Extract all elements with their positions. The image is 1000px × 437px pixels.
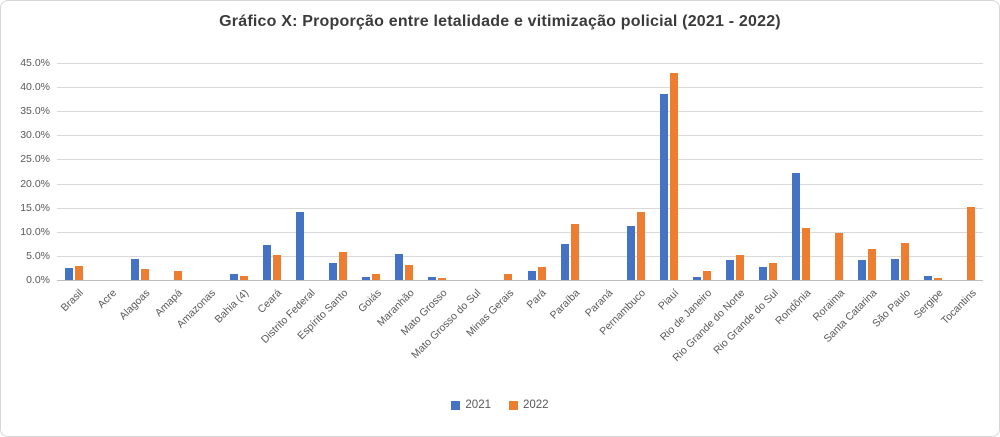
bar-2022 [636, 211, 645, 280]
x-axis-label: Alagoas [116, 287, 153, 323]
y-axis-tick-label: 40.0% [20, 81, 50, 94]
x-axis-label: Ceará [255, 287, 285, 316]
bar-2022 [802, 227, 811, 280]
bar-2022 [239, 276, 248, 280]
x-axis-label: Goiás [355, 287, 384, 315]
bar-2022 [570, 224, 579, 280]
legend-swatch-2022 [509, 400, 518, 410]
bar-2021 [659, 94, 668, 280]
bar-2021 [725, 259, 734, 280]
bar-2021 [296, 212, 305, 280]
gridline [57, 231, 983, 233]
y-axis-tick-label: 10.0% [20, 225, 50, 238]
x-axis-label: Pará [524, 287, 550, 312]
bar-2022 [372, 274, 381, 280]
bar-2022 [934, 278, 943, 280]
bar-2021 [626, 225, 635, 280]
bar-2021 [362, 276, 371, 280]
bar-2022 [140, 269, 149, 280]
legend-swatch-2021 [451, 400, 461, 410]
y-axis-tick-label: 30.0% [20, 129, 50, 142]
legend-label-2021: 2021 [465, 399, 491, 411]
bar-2022 [868, 248, 877, 280]
bar-2022 [504, 274, 513, 280]
bar-2021 [792, 172, 801, 280]
x-axis-line [57, 280, 983, 281]
gridline [57, 63, 983, 64]
y-axis-tick-label: 25.0% [20, 153, 50, 166]
y-axis-tick-label: 5.0% [26, 249, 50, 262]
bar-2021 [329, 262, 338, 280]
gridline [57, 135, 983, 137]
bar-2022 [537, 266, 546, 280]
bar-2022 [835, 232, 844, 280]
bar-2022 [967, 207, 976, 280]
legend-label-2022: 2022 [523, 399, 549, 411]
bar-2021 [527, 270, 536, 280]
bar-2022 [702, 270, 711, 280]
bar-2021 [891, 259, 900, 280]
bar-2022 [339, 252, 348, 280]
bar-2022 [669, 73, 678, 280]
y-axis-tick-label: 15.0% [20, 201, 50, 214]
legend: 2021 2022 [1, 399, 999, 411]
gridline [57, 255, 983, 257]
bar-2022 [272, 255, 281, 280]
bar-2021 [229, 274, 238, 280]
bar-2021 [759, 266, 768, 280]
gridline [57, 183, 983, 185]
bar-2021 [395, 253, 404, 280]
y-axis-tick-label: 20.0% [20, 177, 50, 190]
y-axis-tick-label: 35.0% [20, 105, 50, 118]
bar-2021 [64, 268, 73, 280]
bar-2022 [173, 271, 182, 280]
bar-2021 [924, 276, 933, 280]
bar-2021 [858, 260, 867, 280]
y-axis-tick-label: 0.0% [26, 274, 50, 286]
x-axis-label: Tocantins [939, 287, 979, 327]
gridline [57, 111, 983, 113]
bar-2022 [438, 277, 447, 280]
bar-2022 [735, 254, 744, 280]
bar-2022 [769, 263, 778, 280]
x-axis-label: Brasil [58, 287, 87, 315]
bar-2022 [405, 264, 414, 280]
x-axis-label: Acre [95, 287, 120, 311]
legend-item-2021: 2021 [451, 399, 491, 411]
x-axis-label: Bahia (4) [212, 287, 252, 326]
chart-title: Gráfico X: Proporção entre letalidade e … [219, 13, 781, 30]
y-axis-tick-label: 45.0% [20, 57, 50, 69]
bar-2021 [130, 259, 139, 280]
gridline [57, 159, 983, 161]
bar-2022 [74, 266, 83, 280]
x-axis-label: Rio Grande do Sul [710, 287, 781, 357]
bar-2021 [262, 245, 271, 280]
bar-2021 [692, 277, 701, 280]
legend-item-2022: 2022 [509, 399, 549, 411]
x-axis-label: Piauí [655, 287, 682, 313]
bar-2021 [560, 244, 569, 280]
gridline [57, 87, 983, 89]
bar-2022 [901, 243, 910, 280]
x-axis-label: Paraíba [547, 287, 583, 322]
gridline [57, 207, 983, 209]
bar-2021 [428, 276, 437, 280]
